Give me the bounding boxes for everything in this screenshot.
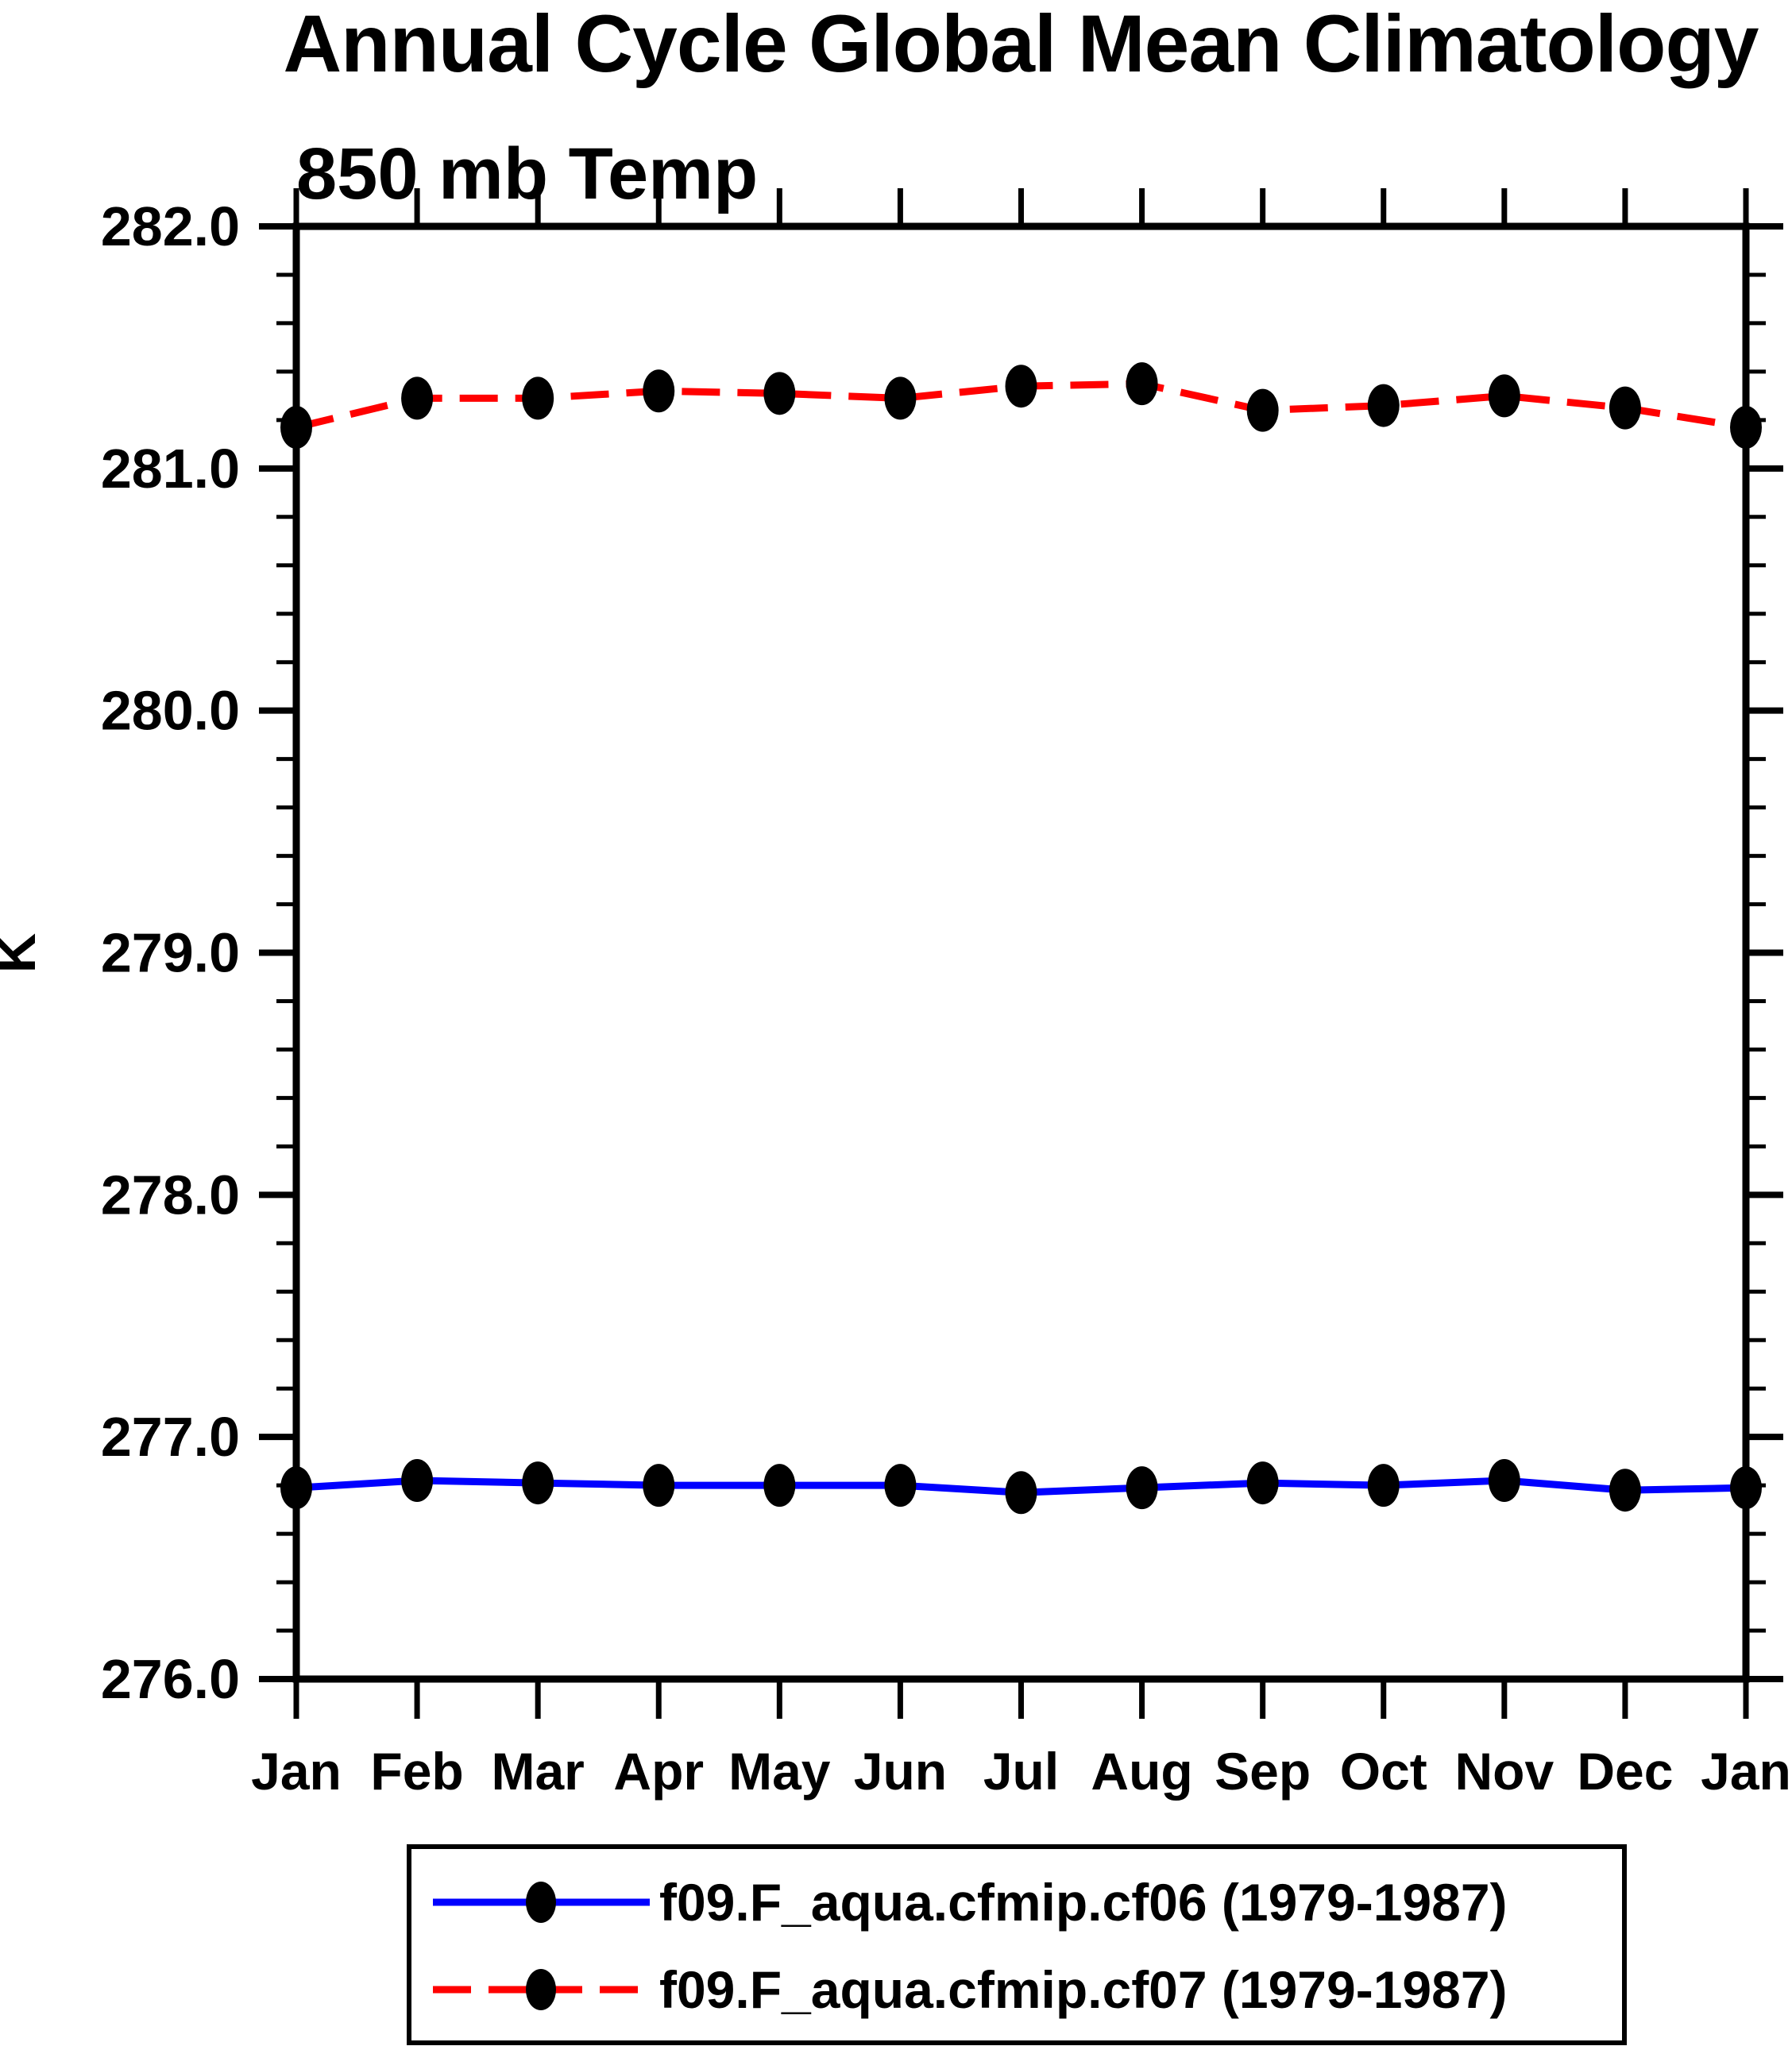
legend-marker-dot <box>526 1882 556 1923</box>
legend-label-cf07: f09.F_aqua.cfmip.cf07 (1979-1987) <box>659 1960 1508 2019</box>
x-tick-label: Aug <box>1091 1742 1192 1801</box>
legend-entry-cf07: f09.F_aqua.cfmip.cf07 (1979-1987) <box>433 1960 1508 2019</box>
x-tick-label: Jul <box>983 1742 1059 1801</box>
data-point-marker <box>763 1464 796 1507</box>
data-point-marker <box>884 376 917 420</box>
data-point-marker <box>1609 386 1641 430</box>
y-tick-label: 282.0 <box>101 195 240 257</box>
data-point-marker <box>1730 1466 1762 1510</box>
x-tick-label: Jan <box>1701 1742 1791 1801</box>
x-tick-label: Dec <box>1577 1742 1673 1801</box>
y-tick-label: 276.0 <box>101 1648 240 1710</box>
series-layer <box>280 362 1762 1515</box>
x-tick-label: Oct <box>1340 1742 1427 1801</box>
data-point-marker <box>280 406 312 450</box>
data-point-marker <box>1005 365 1037 408</box>
legend-frame <box>407 1844 1627 2045</box>
data-point-marker <box>280 1466 312 1510</box>
chart-subtitle: 850 mb Temp <box>296 133 758 214</box>
data-point-marker <box>1126 362 1158 406</box>
legend-marker-dot <box>526 1969 556 2010</box>
data-point-marker <box>401 376 434 420</box>
data-point-marker <box>1730 406 1762 450</box>
data-point-marker <box>522 376 554 420</box>
data-point-marker <box>401 1459 434 1503</box>
data-point-marker <box>1488 1459 1520 1503</box>
axes-layer: 276.0 277.0 278.0 279.0 280.0 281.0 282.0 Jan Fe… <box>101 188 1791 1801</box>
y-axis-title: K <box>0 933 47 974</box>
data-point-marker <box>1246 388 1279 432</box>
chart-title: Annual Cycle Global Mean Climatology <box>284 0 1759 89</box>
x-tick-label: Mar <box>491 1742 584 1801</box>
data-point-marker <box>1246 1461 1279 1505</box>
x-tick-label: Feb <box>370 1742 463 1801</box>
y-tick-label: 279.0 <box>101 922 240 984</box>
x-tick-label: Sep <box>1215 1742 1311 1801</box>
data-point-marker <box>643 1464 675 1507</box>
x-tick-label: Jan <box>251 1742 342 1801</box>
data-point-marker <box>522 1461 554 1505</box>
x-tick-label: Jun <box>854 1742 947 1801</box>
data-point-marker <box>1367 384 1400 427</box>
data-point-marker <box>1126 1466 1158 1510</box>
x-tick-label: Apr <box>613 1742 704 1801</box>
data-point-marker <box>1488 374 1520 418</box>
y-tick-label: 277.0 <box>101 1406 240 1468</box>
data-point-marker <box>884 1464 917 1507</box>
y-tick-label: 278.0 <box>101 1164 240 1226</box>
data-point-marker <box>1367 1464 1400 1507</box>
data-point-marker <box>643 369 675 413</box>
legend-label-cf06: f09.F_aqua.cfmip.cf06 (1979-1987) <box>659 1873 1508 1932</box>
y-tick-label: 281.0 <box>101 438 240 500</box>
legend-entry-cf06: f09.F_aqua.cfmip.cf06 (1979-1987) <box>433 1873 1508 1932</box>
plot-frame <box>292 222 1750 1683</box>
data-point-marker <box>763 372 796 415</box>
data-point-marker <box>1005 1471 1037 1515</box>
x-tick-label: May <box>728 1742 831 1801</box>
data-point-marker <box>1609 1469 1641 1512</box>
legend-box: f09.F_aqua.cfmip.cf06 (1979-1987) f09.F_… <box>407 1844 1627 2045</box>
y-tick-label: 280.0 <box>101 680 240 742</box>
x-tick-label: Nov <box>1454 1742 1554 1801</box>
